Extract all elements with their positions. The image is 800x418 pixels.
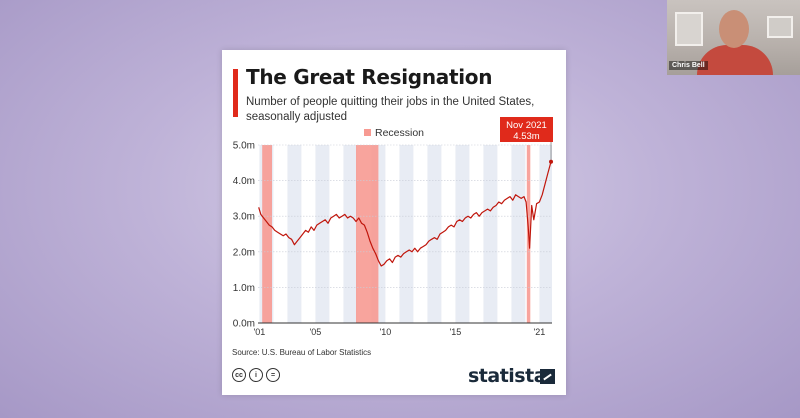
year-band — [287, 145, 302, 323]
wall-frame-icon — [767, 16, 793, 38]
y-tick-label: 4.0m — [233, 176, 255, 187]
y-tick-label: 0.0m — [233, 319, 255, 330]
recession-band — [262, 145, 272, 323]
title-accent-bar — [233, 69, 238, 117]
year-band — [427, 145, 442, 323]
cc-icon: cc — [232, 368, 246, 382]
wall-frame-icon — [675, 12, 703, 46]
legend-label: Recession — [375, 127, 424, 139]
x-tick-label: '01 — [254, 327, 266, 337]
participant-body — [697, 45, 773, 75]
license-icons: cc i = — [232, 368, 280, 382]
annotation-box — [500, 117, 553, 142]
legend-swatch — [364, 129, 371, 136]
annotation-date: Nov 2021 — [506, 120, 547, 131]
chart-subtitle: Number of people quitting their jobs in … — [246, 96, 535, 123]
y-tick-label: 5.0m — [233, 141, 255, 152]
annotation-value: 4.53m — [513, 131, 539, 142]
y-tick-label: 2.0m — [233, 247, 255, 258]
year-band — [539, 145, 552, 323]
chart-slide: The Great Resignation Number of people q… — [222, 50, 566, 395]
annotation-point — [549, 159, 554, 164]
year-band — [455, 145, 470, 323]
x-tick-label: '10 — [380, 327, 392, 337]
year-band — [399, 145, 414, 323]
participant-head — [719, 10, 749, 48]
brand-logo: statista — [468, 365, 547, 387]
no-derivatives-icon: = — [266, 368, 280, 382]
participant-name: Chris Bell — [669, 61, 708, 70]
year-band — [483, 145, 498, 323]
x-tick-label: '05 — [310, 327, 322, 337]
x-tick-label: '21 — [534, 327, 546, 337]
series-line — [258, 161, 552, 267]
attribution-icon: i — [249, 368, 263, 382]
page-title: The Great Resignation — [246, 65, 493, 89]
y-tick-label: 1.0m — [233, 283, 255, 294]
source-note: Source: U.S. Bureau of Labor Statistics — [232, 348, 372, 357]
line-chart: 0.0m 1.0m 2.0m 3.0m 4.0m 5.0m '01 '05 '10 '15 '21… — [233, 117, 554, 337]
year-band — [511, 145, 526, 323]
x-tick-label: '15 — [450, 327, 462, 337]
statista-icon — [540, 369, 555, 384]
year-band — [315, 145, 330, 323]
year-band — [343, 145, 358, 323]
y-tick-label: 3.0m — [233, 212, 255, 223]
webcam-tile: Chris Bell — [667, 0, 800, 75]
